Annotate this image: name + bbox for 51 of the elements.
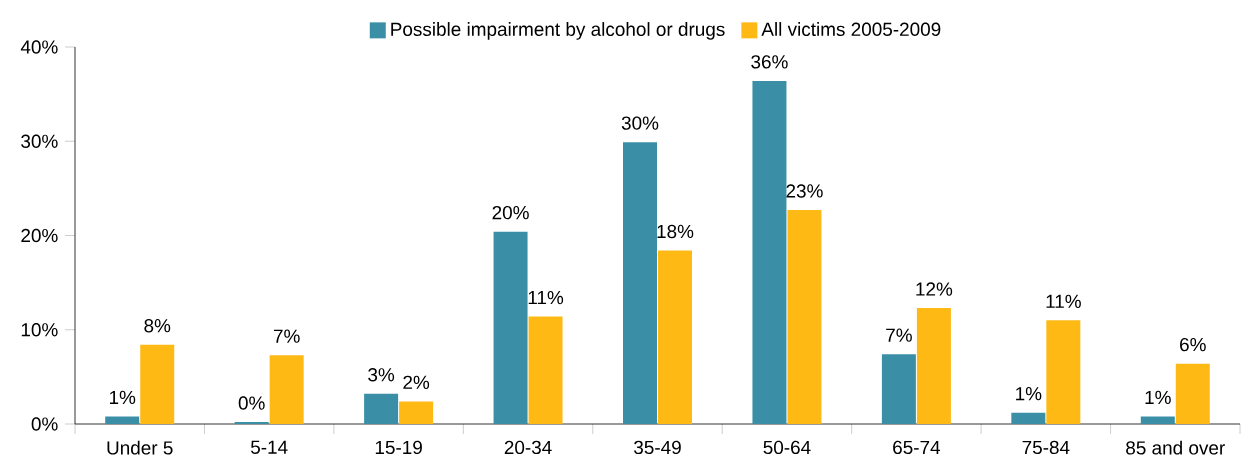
- data-label: 20%: [492, 205, 529, 220]
- bar: [493, 231, 528, 424]
- data-label: 23%: [786, 184, 823, 198]
- data-label: 3%: [368, 368, 395, 382]
- bar: [623, 142, 657, 424]
- data-label: 6%: [1180, 337, 1206, 352]
- bar: [105, 416, 140, 424]
- legend-label: All victims 2005-2009: [761, 22, 941, 36]
- bar: [916, 308, 951, 424]
- data-label: 0%: [238, 396, 265, 410]
- data-label: 7%: [273, 329, 300, 343]
- x-tick-label: 85 and over: [1126, 440, 1225, 455]
- bar: [787, 210, 822, 424]
- legend-label: Possible impairment by alcohol or drugs: [391, 22, 725, 40]
- x-tick-label: 35-49: [634, 440, 681, 455]
- data-label: 36%: [751, 55, 788, 69]
- y-tick-label: 0%: [31, 417, 58, 431]
- data-label: 1%: [109, 390, 136, 405]
- bar: [269, 355, 304, 424]
- x-tick-label: 20-34: [504, 440, 552, 455]
- bar: [1011, 412, 1046, 424]
- y-tick-label: 10%: [21, 323, 58, 337]
- data-label: 18%: [657, 224, 694, 239]
- data-label: 12%: [916, 282, 953, 296]
- y-tick-label: 30%: [21, 134, 58, 148]
- data-label: 1%: [1016, 387, 1042, 401]
- x-tick-label: 50-64: [763, 440, 811, 455]
- data-label: 30%: [621, 116, 659, 130]
- bar: [881, 354, 916, 424]
- data-label: 1%: [1145, 390, 1171, 405]
- data-label: 7%: [886, 328, 912, 342]
- data-label: 11%: [528, 290, 564, 305]
- bar: [658, 250, 692, 424]
- x-tick-label: Under 5: [107, 440, 173, 455]
- x-tick-label: 5-14: [250, 440, 288, 454]
- data-label: 8%: [144, 319, 171, 333]
- bar: [1175, 363, 1210, 424]
- bar: [399, 401, 434, 424]
- bar: [528, 316, 563, 424]
- bar: [1140, 416, 1175, 424]
- y-tick-label: 20%: [21, 228, 58, 243]
- bar: [1046, 320, 1081, 424]
- bar: [364, 393, 399, 424]
- data-label: 11%: [1046, 294, 1081, 308]
- x-tick-label: 15-19: [375, 440, 422, 455]
- bar: [140, 344, 175, 424]
- data-label: 2%: [403, 375, 430, 389]
- x-tick-label: 65-74: [893, 440, 941, 455]
- y-tick-label: 40%: [20, 40, 58, 54]
- bar: [752, 80, 787, 424]
- x-tick-label: 75-84: [1022, 440, 1070, 455]
